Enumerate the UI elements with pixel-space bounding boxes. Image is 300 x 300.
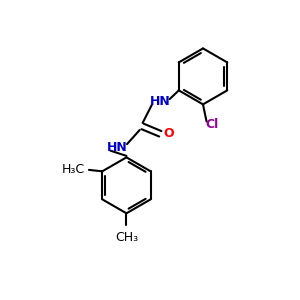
Text: O: O [163, 127, 174, 140]
Text: HN: HN [107, 141, 128, 154]
Text: CH₃: CH₃ [115, 231, 138, 244]
Text: H₃C: H₃C [61, 164, 85, 176]
Text: Cl: Cl [205, 118, 218, 131]
Text: HN: HN [150, 95, 171, 108]
